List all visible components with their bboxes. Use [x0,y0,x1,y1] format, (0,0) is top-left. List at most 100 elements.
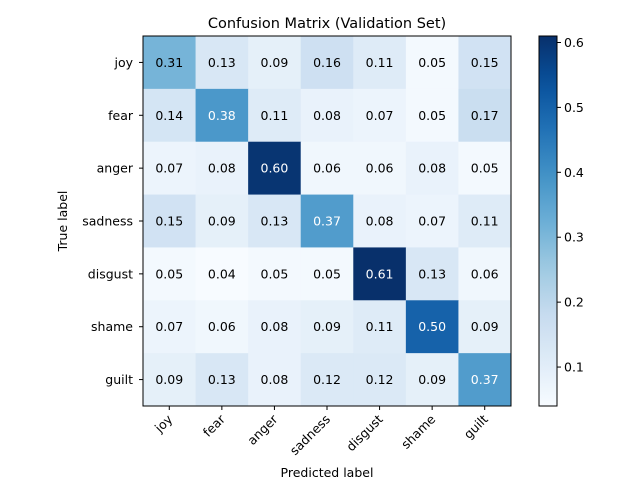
cell-value-label: 0.11 [366,55,394,70]
cell-value-label: 0.05 [471,161,499,176]
y-tick-label: shame [91,319,133,334]
x-tick-label: fear [200,411,229,440]
cell-value-label: 0.13 [208,55,236,70]
heatmap-cell-shame-disgust [353,300,407,354]
cell-value-label: 0.60 [261,161,289,176]
heatmap-cell-sadness-sadness [300,194,354,248]
heatmap-cells [143,36,512,407]
heatmap-cell-sadness-anger [248,194,302,248]
cell-value-label: 0.06 [313,161,341,176]
x-axis-label: Predicted label [281,465,374,480]
cell-value-label: 0.05 [418,55,446,70]
heatmap-cell-fear-sadness [300,88,354,143]
heatmap-cell-shame-guilt [458,300,512,354]
cell-value-label: 0.38 [208,108,236,123]
heatmap-cell-shame-fear [195,300,249,354]
cell-value-label: 0.61 [366,266,394,281]
cell-value-label: 0.14 [155,108,183,123]
colorbar-axis: 0.1 0.2 0.3 0.4 0.5 0.6 [557,35,584,375]
heatmap-cell-joy-joy [143,36,197,90]
cell-value-label: 0.12 [366,372,394,387]
heatmap-cell-anger-joy [143,141,197,196]
heatmap-cell-joy-sadness [300,36,354,90]
heatmap-cell-guilt-guilt [458,353,512,407]
heatmap-cell-joy-disgust [353,36,407,90]
chart-title: Confusion Matrix (Validation Set) [208,16,446,32]
y-axis-label: True label [55,191,70,253]
y-axis: joy fear anger sadness disgust shame guilt [82,55,143,387]
heatmap-cell-anger-anger [248,141,302,196]
heatmap-cell-shame-anger [248,300,302,354]
cell-value-labels: 0.31 0.13 0.09 0.16 0.11 0.05 0.15 0.14 0.38 0.11… [155,55,498,387]
cell-value-label: 0.09 [418,372,446,387]
heatmap-cell-joy-fear [195,36,249,90]
y-tick-label: guilt [105,372,133,387]
heatmap-cell-disgust-joy [143,247,197,301]
heatmap-cell-joy-anger [248,36,302,90]
cell-value-label: 0.09 [155,372,183,387]
heatmap-cell-shame-shame [405,300,459,354]
cell-value-label: 0.09 [261,55,289,70]
cell-value-label: 0.06 [208,319,236,334]
heatmap-cell-guilt-fear [195,353,249,407]
heatmap-cell-anger-disgust [353,141,407,196]
cell-value-label: 0.09 [313,319,341,334]
colorbar-tick-label: 0.6 [564,35,584,50]
heatmap-cell-disgust-guilt [458,247,512,301]
heatmap-cell-guilt-joy [143,353,197,407]
heatmap-cell-disgust-anger [248,247,302,301]
cell-value-label: 0.08 [366,214,394,229]
cell-value-label: 0.05 [155,266,183,281]
heatmap-cell-sadness-guilt [458,194,512,248]
cell-value-label: 0.08 [313,108,341,123]
heatmap-cell-disgust-fear [195,247,249,301]
cell-value-label: 0.50 [418,319,446,334]
x-tick-label: shame [398,411,438,451]
heatmap-cell-disgust-shame [405,247,459,301]
cell-value-label: 0.07 [155,161,183,176]
cell-value-label: 0.16 [313,55,341,70]
y-tick-label: anger [97,161,134,176]
y-tick-label: joy [113,55,133,70]
cell-value-label: 0.05 [313,266,341,281]
cell-value-label: 0.07 [366,108,394,123]
heatmap-cell-anger-shame [405,141,459,196]
heatmap-cell-fear-anger [248,88,302,143]
cell-value-label: 0.06 [366,161,394,176]
cell-value-label: 0.11 [366,319,394,334]
heatmap-cell-fear-disgust [353,88,407,143]
cell-value-label: 0.08 [261,372,289,387]
heatmap-cell-anger-fear [195,141,249,196]
y-tick-label: disgust [88,266,133,281]
cell-value-label: 0.07 [418,214,446,229]
cell-value-label: 0.09 [208,214,236,229]
heatmap-cell-guilt-shame [405,353,459,407]
heatmap-cell-joy-shame [405,36,459,90]
heatmap-cell-guilt-anger [248,353,302,407]
heatmap-cell-sadness-fear [195,194,249,248]
cell-value-label: 0.31 [155,55,183,70]
colorbar-tick-label: 0.1 [564,360,584,375]
x-tick-label: disgust [343,411,386,454]
cell-value-label: 0.37 [313,214,341,229]
cell-value-label: 0.08 [418,161,446,176]
heatmap-cell-guilt-disgust [353,353,407,407]
cell-value-label: 0.13 [208,372,236,387]
colorbar-tick-label: 0.4 [564,165,584,180]
heatmap-cell-shame-sadness [300,300,354,354]
cell-value-label: 0.07 [155,319,183,334]
heatmap-cell-anger-sadness [300,141,354,196]
x-tick-label: joy [151,411,176,436]
colorbar-tick-label: 0.3 [564,230,584,245]
cell-value-label: 0.15 [155,214,183,229]
cell-value-label: 0.05 [261,266,289,281]
heatmap-cell-sadness-joy [143,194,197,248]
x-tick-label: anger [244,411,281,448]
heatmap-cell-joy-guilt [458,36,512,90]
y-tick-label: sadness [82,214,133,229]
cell-value-label: 0.11 [471,214,499,229]
heatmap-cell-disgust-disgust [353,247,407,301]
cell-value-label: 0.37 [471,372,499,387]
cell-value-label: 0.09 [471,319,499,334]
